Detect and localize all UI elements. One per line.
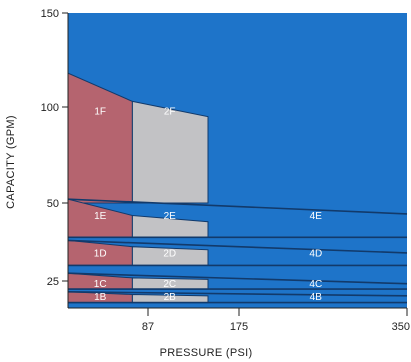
band-line-5: [67, 272, 408, 285]
x-tick-label-87: 87: [142, 321, 154, 333]
x-tick-label-350: 350: [392, 321, 410, 333]
zone-label-2f: 2F: [164, 106, 176, 117]
band-line-layer: [67, 198, 408, 304]
band-line-1: [67, 198, 408, 215]
zone-label-2d: 2D: [163, 248, 176, 259]
zone-label-2b: 2B: [164, 292, 177, 303]
y-tick-label-150: 150: [41, 8, 59, 20]
x-axis-title: PRESSURE (PSI): [160, 347, 253, 359]
y-tick-label-100: 100: [41, 102, 59, 114]
zone-2f: [131, 100, 209, 204]
y-tick-label-50: 50: [47, 198, 59, 210]
zone-label-1b: 1B: [94, 292, 107, 303]
zone-label-1e: 1E: [94, 211, 107, 222]
zone-label-4c: 4C: [309, 279, 322, 290]
y-tick-label-25: 25: [47, 276, 59, 288]
zone-label-4e: 4E: [310, 211, 323, 222]
zone-layer: [67, 72, 209, 304]
y-axis: 25 50 100 150: [41, 8, 69, 308]
x-axis: 87 175 350: [68, 307, 410, 333]
zone-label-1d: 1D: [94, 248, 107, 259]
zone-label-4b: 4B: [310, 292, 323, 303]
zone-label-layer: 1F 2F 1E 2E 1D 2D 1C 2C 1B 2B 4E 4D 4C 4B: [94, 106, 322, 303]
x-tick-label-175: 175: [230, 321, 248, 333]
band-line-7: [67, 291, 408, 297]
band-line-3: [67, 239, 408, 254]
zone-label-1f: 1F: [94, 106, 106, 117]
y-axis-title: CAPACITY (GPM): [5, 115, 17, 209]
zone-label-2e: 2E: [164, 211, 177, 222]
zone-label-2c: 2C: [163, 279, 176, 290]
zone-label-4d: 4D: [309, 248, 322, 259]
zone-label-1c: 1C: [94, 279, 107, 290]
